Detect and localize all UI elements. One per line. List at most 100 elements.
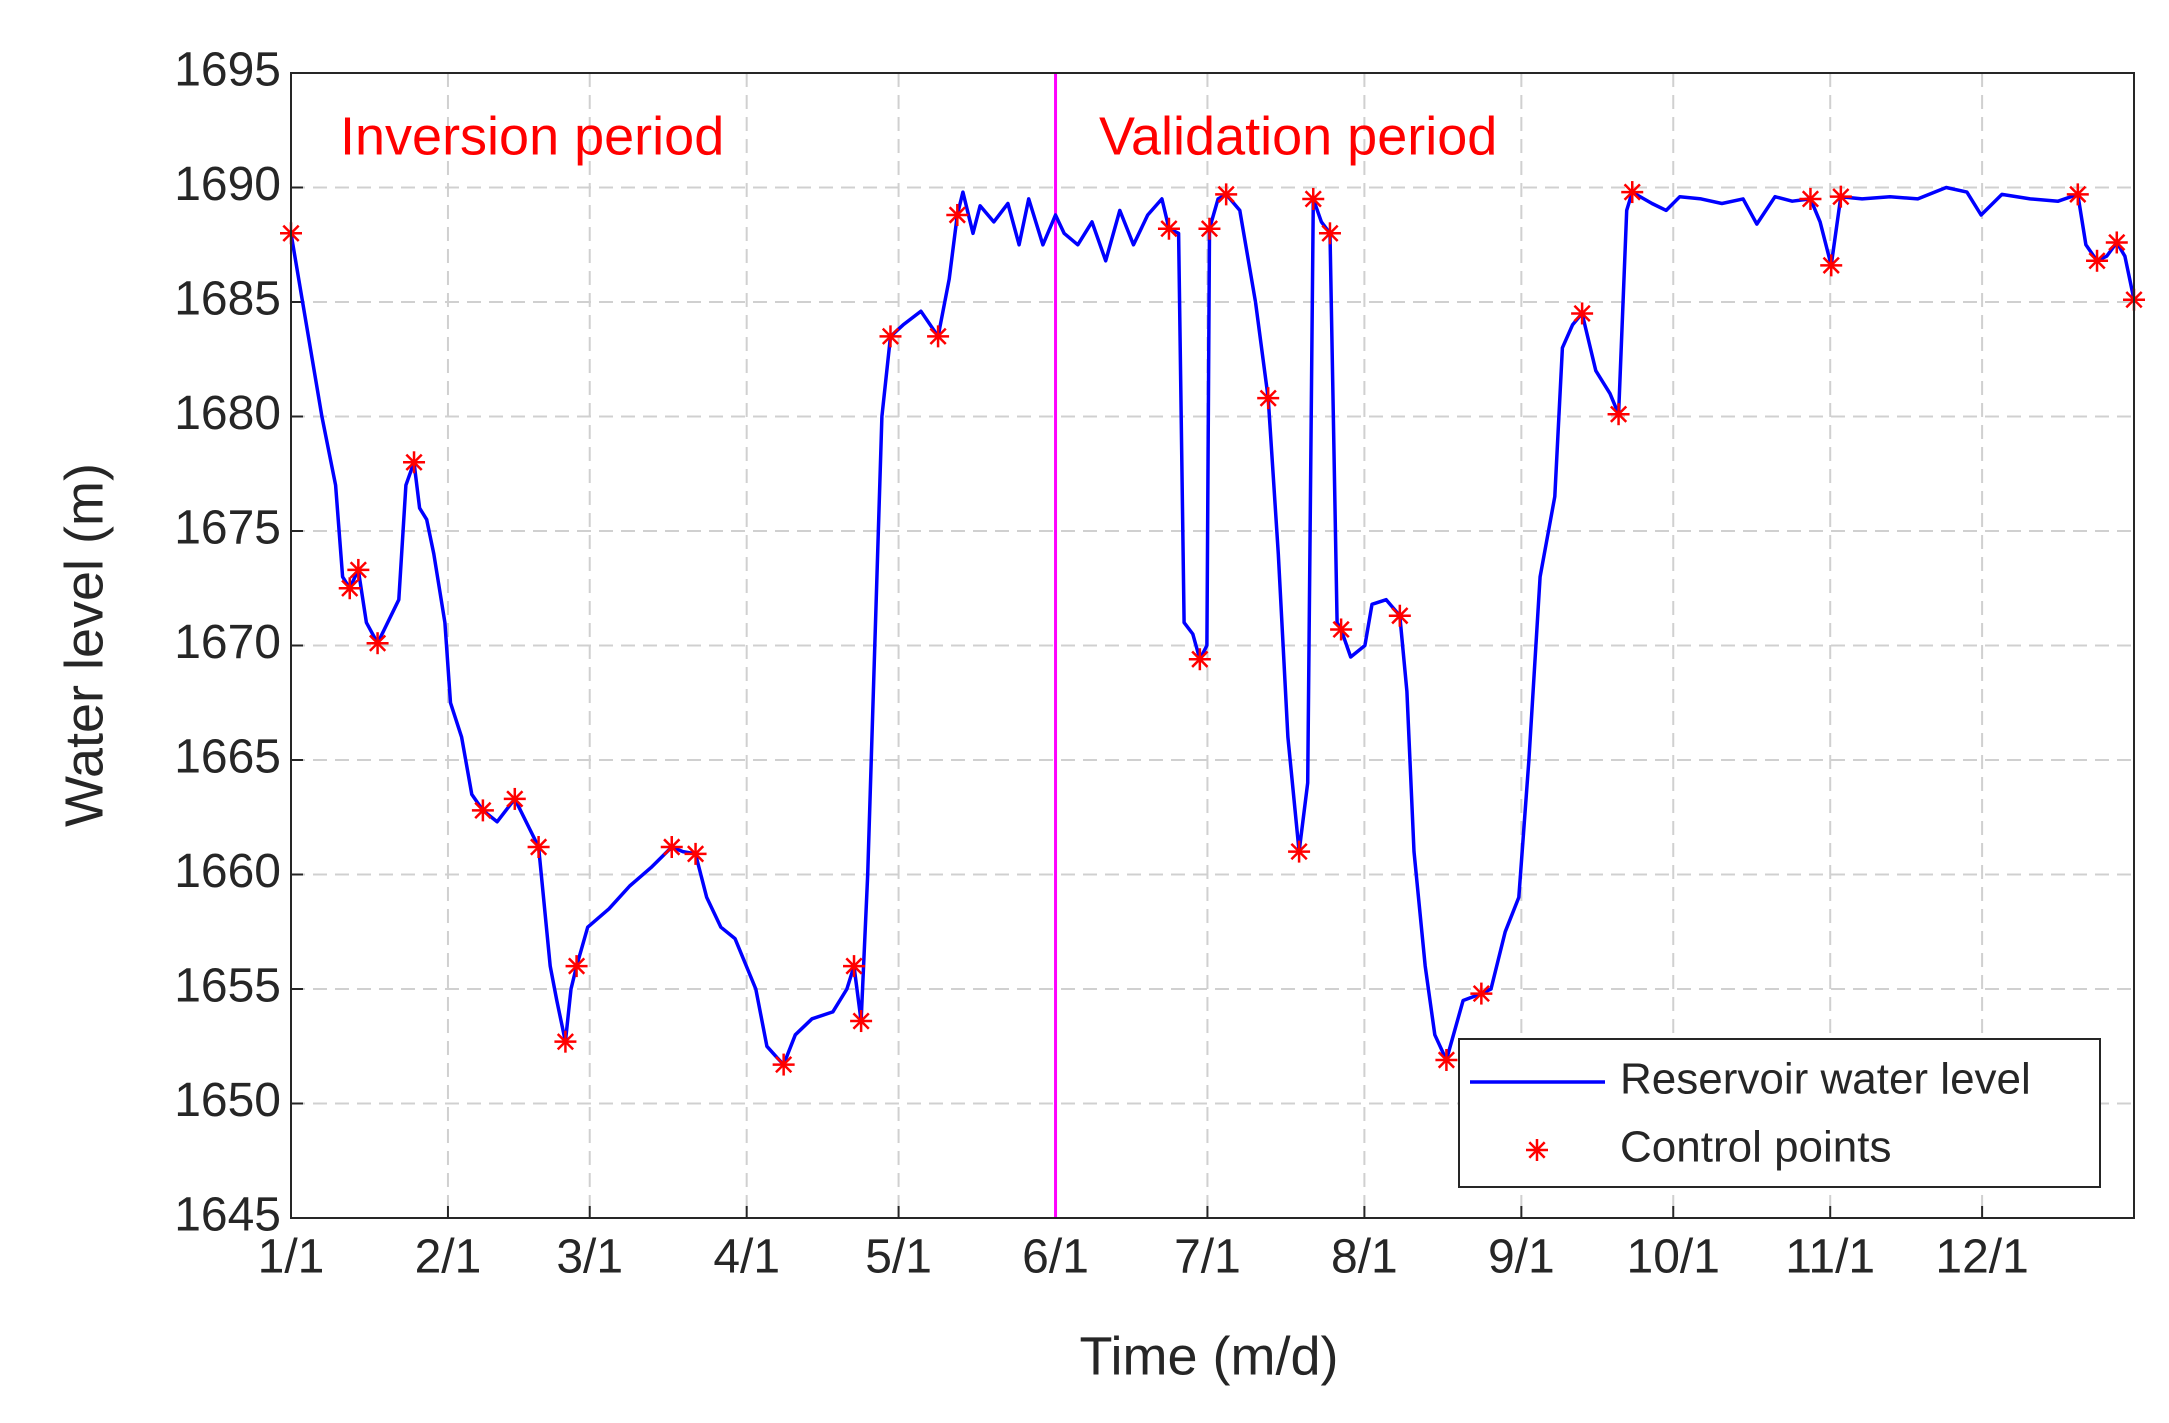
- control-point: [1288, 840, 1311, 863]
- x-tick-label: 3/1: [556, 1231, 623, 1284]
- x-tick-label: 2/1: [415, 1231, 482, 1284]
- marker-stroke: [1623, 183, 1641, 201]
- marker-stroke: [1528, 1141, 1546, 1159]
- control-point: [684, 842, 707, 865]
- x-tick-label: 8/1: [1331, 1231, 1398, 1284]
- x-tick-label: 12/1: [1935, 1231, 2028, 1284]
- x-axis-label: Time (m/d): [1080, 1326, 1339, 1386]
- marker-stroke: [506, 790, 524, 808]
- marker-stroke: [1822, 256, 1840, 274]
- y-tick-label: 1695: [174, 44, 281, 97]
- legend-box: [1458, 1038, 2101, 1188]
- marker-stroke: [349, 561, 367, 579]
- control-point: [2086, 249, 2109, 272]
- marker-stroke: [1290, 843, 1308, 861]
- marker-stroke: [1437, 1051, 1456, 1069]
- marker-stroke: [1259, 389, 1277, 407]
- control-point: [503, 787, 526, 810]
- control-point: [946, 203, 969, 226]
- marker-stroke: [845, 957, 863, 975]
- marker-stroke: [368, 634, 387, 652]
- marker-stroke: [567, 957, 586, 975]
- marker-stroke: [686, 845, 705, 863]
- marker-stroke: [881, 327, 900, 345]
- marker-stroke: [948, 206, 966, 224]
- marker-stroke: [663, 838, 681, 856]
- marker-stroke: [2108, 233, 2126, 252]
- marker-stroke: [1391, 607, 1409, 625]
- marker-stroke: [1191, 650, 1209, 668]
- plot-area: [291, 73, 2134, 1218]
- control-point: [1330, 618, 1353, 641]
- control-point: [2066, 183, 2089, 206]
- marker-stroke: [556, 1033, 575, 1051]
- control-point: [927, 325, 950, 348]
- control-point: [1257, 387, 1280, 410]
- marker-stroke: [530, 838, 548, 856]
- control-point: [565, 955, 588, 978]
- marker-stroke: [405, 453, 423, 471]
- marker-stroke: [1832, 188, 1850, 206]
- control-point: [1388, 604, 1411, 627]
- control-point: [338, 577, 361, 600]
- control-point: [366, 632, 389, 655]
- control-point: [879, 325, 902, 348]
- y-tick-label: 1690: [174, 158, 281, 211]
- marker-stroke: [1801, 190, 1820, 208]
- control-point: [1188, 648, 1211, 671]
- control-point: [1607, 403, 1630, 426]
- annotation: Inversion period: [340, 106, 724, 166]
- control-point: [1215, 183, 1238, 206]
- y-tick-label: 1670: [174, 616, 281, 669]
- control-point: [660, 836, 683, 859]
- marker-stroke: [1472, 984, 1490, 1003]
- control-point: [1318, 222, 1341, 245]
- control-point: [471, 799, 494, 822]
- control-point: [1157, 217, 1180, 240]
- control-point: [1571, 302, 1594, 325]
- y-tick-label: 1680: [174, 387, 281, 440]
- marker-stroke: [1304, 190, 1322, 208]
- legend-marker: [1526, 1139, 1548, 1161]
- control-point: [1621, 181, 1644, 204]
- control-point: [850, 1010, 873, 1033]
- x-tick-label: 5/1: [865, 1231, 932, 1284]
- marker-stroke: [1217, 185, 1235, 203]
- y-tick-label: 1655: [174, 960, 281, 1013]
- marker-stroke: [341, 579, 359, 597]
- marker-stroke: [852, 1012, 870, 1030]
- water-level-line: [289, 185, 2136, 1067]
- control-point: [403, 451, 426, 474]
- marker-stroke: [775, 1055, 793, 1074]
- control-point: [1198, 217, 1221, 240]
- control-point: [843, 955, 866, 978]
- control-point: [2105, 231, 2128, 254]
- x-tick-label: 10/1: [1627, 1231, 1720, 1284]
- marker-stroke: [929, 327, 947, 345]
- y-tick-label: 1650: [174, 1074, 281, 1127]
- y-tick-label: 1675: [174, 502, 281, 555]
- control-point: [554, 1030, 577, 1053]
- y-axis-label: Water level (m): [54, 463, 114, 827]
- control-point: [772, 1053, 795, 1076]
- marker-stroke: [1200, 220, 1219, 238]
- legend-label: Control points: [1620, 1123, 1891, 1172]
- control-point: [1820, 254, 1843, 277]
- marker-stroke: [1573, 304, 1591, 323]
- control-point: [1829, 185, 1852, 208]
- control-point: [1470, 982, 1493, 1005]
- x-tick-label: 1/1: [258, 1231, 325, 1284]
- marker-stroke: [1321, 224, 1339, 242]
- y-tick-label: 1685: [174, 273, 281, 326]
- x-tick-label: 4/1: [713, 1231, 780, 1284]
- plot-border: [290, 72, 2135, 1219]
- marker-stroke: [1609, 405, 1628, 423]
- control-point: [1302, 187, 1325, 210]
- legend-label: Reservoir water level: [1620, 1055, 2031, 1104]
- control-point: [1799, 187, 1822, 210]
- x-tick-label: 11/1: [1785, 1231, 1875, 1284]
- marker-stroke: [1160, 220, 1178, 238]
- y-tick-label: 1645: [174, 1189, 281, 1242]
